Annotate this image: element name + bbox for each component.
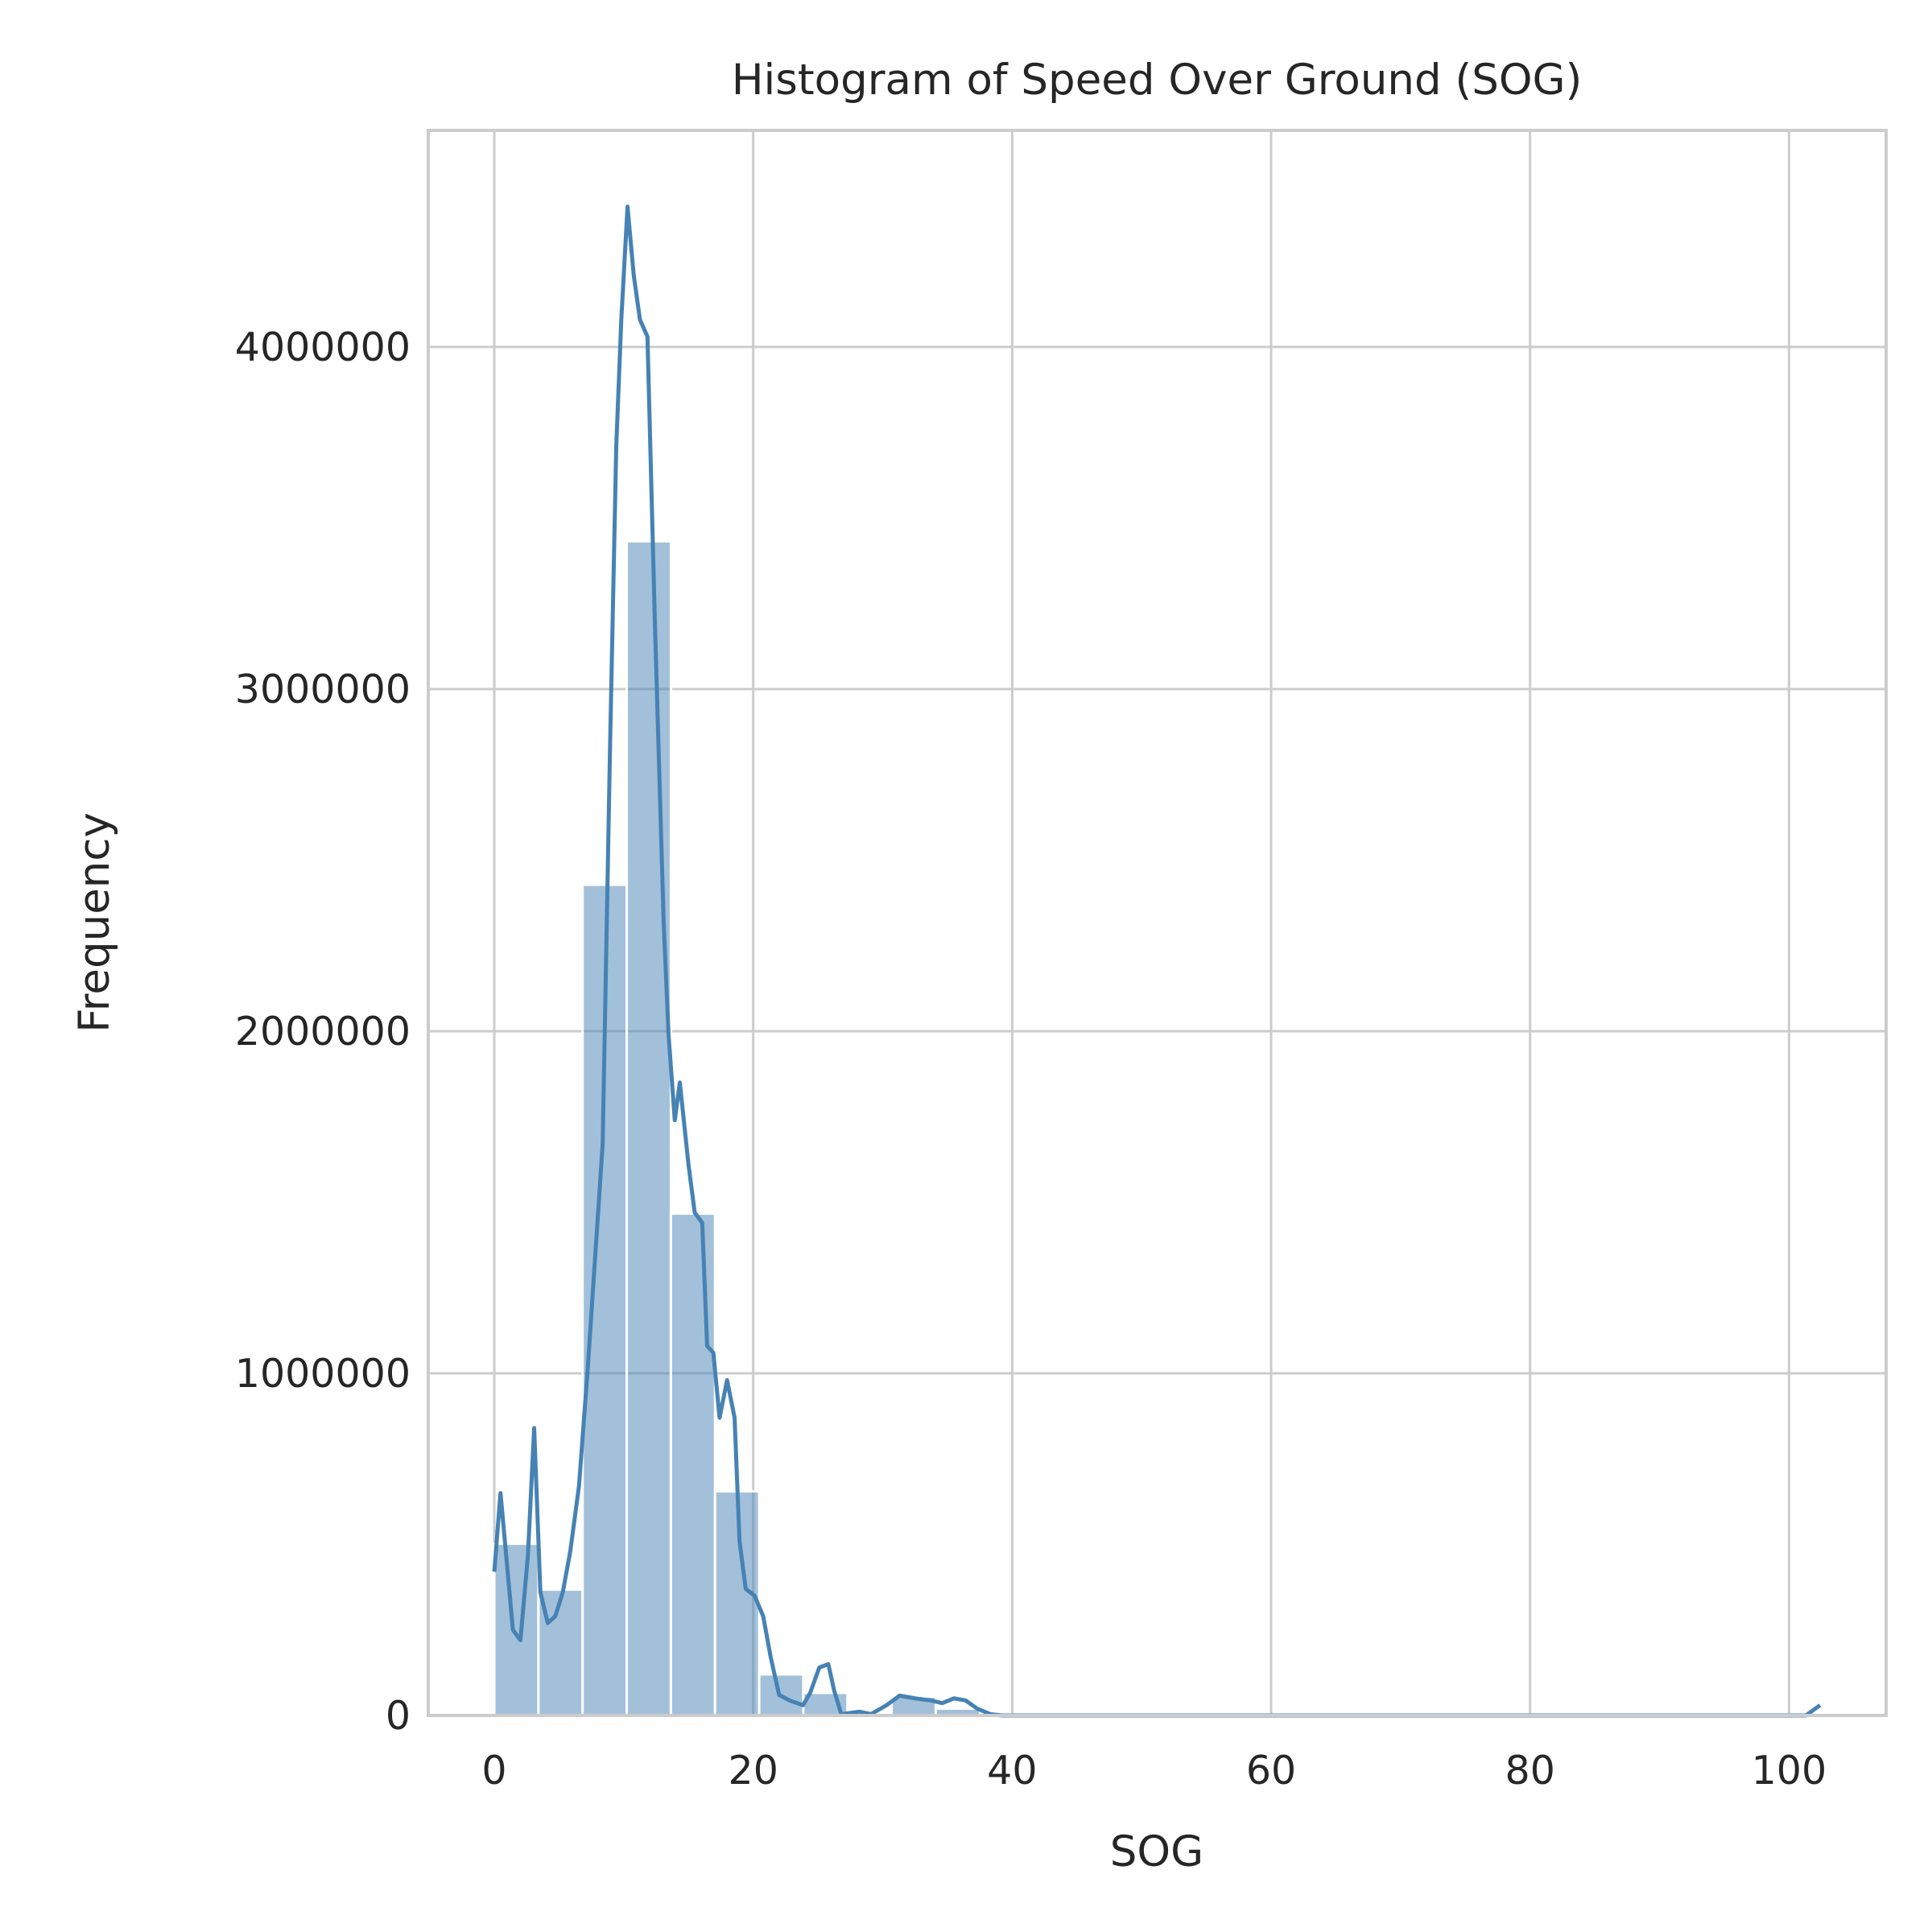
bar [493, 1542, 540, 1717]
x-tick-label: 20 [729, 1748, 778, 1794]
plot-frame [427, 129, 1888, 1717]
y-tick-label: 4000000 [235, 324, 411, 370]
y-tick-label: 2000000 [235, 1009, 411, 1055]
kde-line [492, 204, 1822, 1718]
y-tick-label: 1000000 [235, 1351, 411, 1397]
bar [669, 1212, 716, 1717]
y-axis-label: Frequency [70, 812, 119, 1033]
x-tick-label: 0 [481, 1748, 506, 1794]
x-tick-label: 60 [1246, 1748, 1296, 1794]
x-axis-label: SOG [1110, 1827, 1203, 1876]
y-tick-label: 3000000 [235, 667, 411, 712]
x-tick-label: 100 [1752, 1748, 1827, 1794]
x-tick-label: 80 [1505, 1748, 1555, 1794]
chart-title: Histogram of Speed Over Ground (SOG) [732, 56, 1583, 105]
y-tick-label: 0 [386, 1693, 411, 1739]
bar [625, 539, 672, 1717]
x-tick-label: 40 [987, 1748, 1037, 1794]
